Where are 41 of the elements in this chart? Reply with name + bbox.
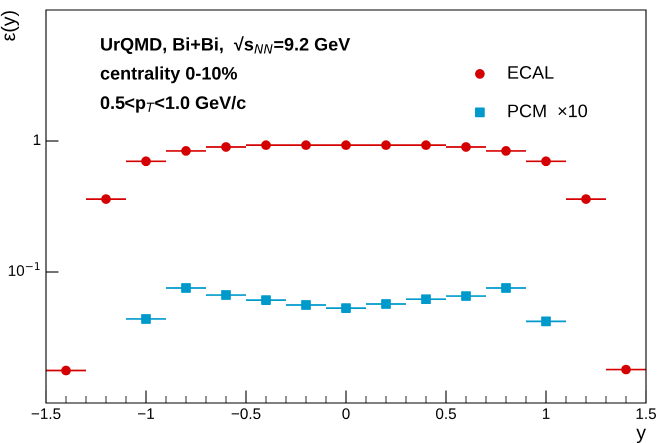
point [501,146,511,156]
point [141,314,151,324]
point [261,295,271,305]
point [381,140,391,150]
y-tick-label: 10$^{−1}$ [8,262,40,276]
point [541,156,551,166]
point [581,194,591,204]
point [301,300,311,310]
annotation: 0.5<p$_{T}$<1.0 GeV/c [100,96,246,113]
point [221,290,231,300]
point [421,140,431,150]
point [621,364,631,374]
x-tick-label: 0 [342,408,350,420]
point [541,316,551,326]
point [341,140,351,150]
x-tick-label: −0.5 [232,408,260,420]
point [181,146,191,156]
point [301,140,311,150]
point [381,299,391,309]
x-tick-label: 1.5 [636,408,656,420]
x-tick-label: 1 [542,408,550,419]
point [421,294,431,304]
point [61,366,71,376]
point [221,142,231,152]
point [501,283,511,293]
y-axis-title: ε(y) [0,11,19,41]
x-tick-label: −1 [138,408,154,419]
legend-label: PCM ×10 [508,104,588,118]
legend-label: ECAL [508,66,554,79]
point [141,156,151,166]
x-tick-label: −1.5 [32,408,60,420]
point [341,303,351,313]
point [101,194,111,204]
point [181,283,191,293]
annotation: UrQMD, Bi+Bi, √s$_{NN}$=9.2 GeV [101,36,350,54]
x-axis-title: y [636,428,646,443]
point [461,142,471,152]
point [461,291,471,301]
point [261,140,271,150]
x-tick-label: 0.5 [436,408,456,420]
annotation: centrality 0-10% [100,66,238,84]
